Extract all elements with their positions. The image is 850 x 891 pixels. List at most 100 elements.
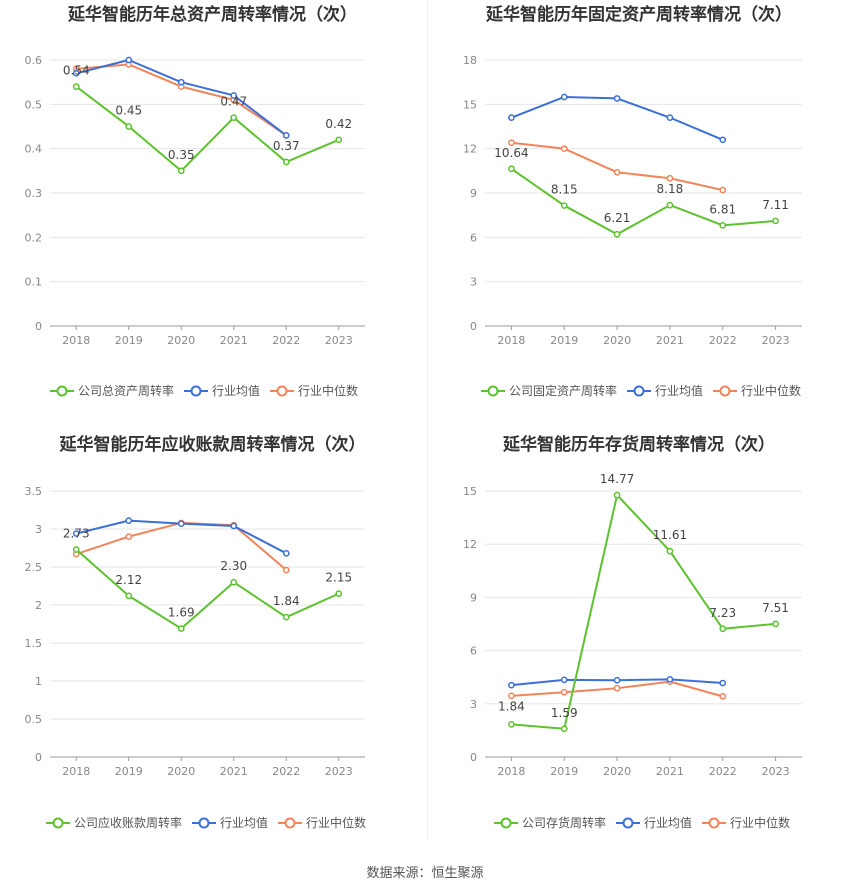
x-tick-label: 2022	[272, 334, 300, 347]
legend-marker	[708, 817, 720, 829]
y-tick-label: 12	[463, 143, 477, 156]
legend-label: 行业均值	[644, 815, 692, 830]
legend-marker	[198, 817, 210, 829]
x-tick-label: 2021	[220, 334, 248, 347]
y-tick-label: 6	[470, 231, 477, 244]
data-point-0	[282, 158, 290, 166]
x-tick-label: 2018	[62, 334, 90, 347]
chart-fixed-assets-turnover: 延华智能历年固定资产周转率情况（次） 0 3 6 9 12 15 18 2018 2019 2020…	[463, 4, 802, 398]
series-line-2	[75, 521, 287, 571]
legend-marker	[52, 817, 64, 829]
legend-marker	[622, 817, 634, 829]
data-label: 6.21	[604, 211, 631, 225]
data-point-0	[719, 222, 727, 229]
x-tick-label: 2023	[762, 765, 790, 778]
panel-divider	[427, 0, 428, 840]
data-point-1	[719, 679, 727, 687]
data-point-1	[282, 549, 290, 557]
y-tick-label: 18	[463, 54, 477, 67]
x-tick-label: 2021	[656, 334, 684, 347]
chart-panel-total-assets-turnover: 延华智能历年总资产周转率情况（次） 0 0.1 0.2 0.3 0.4 0.5 0.6 2018…	[0, 0, 425, 430]
data-label: 0.54	[63, 64, 90, 78]
y-tick-label: 2	[35, 599, 42, 612]
x-tick-label: 2022	[709, 765, 737, 778]
x-tick-label: 2020	[603, 765, 631, 778]
legend-label: 行业中位数	[730, 815, 790, 830]
data-point-0	[230, 578, 238, 586]
chart-panel-receivables-turnover: 延华智能历年应收账款周转率情况（次） 0 0.5 1 1.5 2 2.5 3 3.5 2018 20…	[0, 430, 425, 860]
series-line-1	[76, 59, 287, 137]
series-line-0	[511, 494, 776, 730]
x-tick-label: 2023	[325, 334, 353, 347]
data-label: 7.23	[709, 606, 736, 620]
data-point-0	[613, 491, 621, 499]
data-point-2	[613, 684, 621, 692]
legend-marker	[719, 385, 731, 397]
data-point-0	[177, 167, 185, 175]
y-tick-label: 12	[463, 538, 477, 551]
legend-label: 公司应收账款周转率	[74, 815, 182, 830]
series-line-0	[510, 167, 776, 236]
chart-inventory-turnover: 延华智能历年存货周转率情况（次） 0 3 6 9 12 15 2018 2019 2020 2021…	[463, 434, 802, 830]
data-point-0	[72, 83, 80, 90]
data-label: 1.59	[551, 706, 578, 720]
chart-title: 延华智能历年存货周转率情况（次）	[502, 434, 775, 455]
data-point-0	[666, 201, 674, 209]
data-point-1	[177, 78, 185, 86]
x-tick-label: 2019	[550, 334, 578, 347]
x-tick-label: 2018	[497, 765, 525, 778]
chart-panel-inventory-turnover: 延华智能历年存货周转率情况（次） 0 3 6 9 12 15 2018 2019 2020 2021…	[428, 430, 850, 860]
data-point-1	[508, 114, 515, 121]
y-tick-label: 0.5	[25, 98, 43, 111]
chart-title: 延华智能历年应收账款周转率情况（次）	[59, 434, 366, 455]
data-point-0	[560, 202, 568, 209]
y-tick-label: 9	[470, 187, 477, 200]
data-point-2	[719, 693, 727, 700]
data-point-0	[125, 592, 133, 600]
data-label: 0.42	[325, 117, 352, 131]
x-tick-label: 2018	[497, 334, 525, 347]
data-label: 0.47	[220, 95, 247, 109]
data-point-0	[125, 123, 133, 130]
data-point-0	[666, 547, 674, 555]
data-label: 8.18	[657, 182, 684, 196]
legend-label: 行业均值	[220, 815, 268, 830]
data-point-1	[230, 522, 238, 530]
y-tick-label: 9	[470, 591, 477, 604]
x-tick-label: 2018	[62, 765, 90, 778]
legend-label: 行业中位数	[298, 383, 358, 398]
y-tick-label: 3	[470, 276, 477, 289]
y-tick-label: 15	[463, 98, 477, 111]
legend-marker	[56, 385, 68, 397]
data-label: 14.77	[600, 472, 634, 486]
x-tick-label: 2022	[709, 334, 737, 347]
legend-marker	[487, 385, 499, 397]
data-point-1	[125, 56, 133, 64]
data-label: 6.81	[709, 202, 736, 216]
data-source-note: 数据来源：恒生聚源	[366, 866, 484, 881]
data-point-1	[666, 675, 674, 683]
x-tick-label: 2019	[115, 765, 143, 778]
data-point-2	[666, 174, 674, 182]
data-label: 1.84	[498, 699, 525, 713]
data-point-2	[282, 566, 290, 574]
y-tick-label: 3	[35, 523, 42, 536]
data-label: 7.11	[762, 198, 789, 212]
y-tick-label: 0.3	[25, 187, 43, 200]
data-label: 7.51	[762, 601, 789, 615]
data-point-1	[560, 93, 568, 101]
x-tick-label: 2020	[603, 334, 631, 347]
y-tick-label: 0.4	[25, 143, 43, 156]
legend-label: 行业均值	[212, 383, 260, 398]
x-tick-label: 2020	[167, 334, 195, 347]
data-label: 2.30	[220, 559, 247, 573]
data-point-1	[125, 517, 133, 524]
data-point-0	[719, 625, 727, 633]
y-tick-label: 3.5	[25, 485, 43, 498]
x-tick-label: 2020	[167, 765, 195, 778]
x-tick-label: 2019	[115, 334, 143, 347]
x-tick-label: 2019	[550, 765, 578, 778]
chart-receivables-turnover: 延华智能历年应收账款周转率情况（次） 0 0.5 1 1.5 2 2.5 3 3.5 2018 20…	[25, 434, 367, 830]
y-tick-label: 0.5	[25, 713, 43, 726]
data-point-1	[72, 530, 80, 537]
